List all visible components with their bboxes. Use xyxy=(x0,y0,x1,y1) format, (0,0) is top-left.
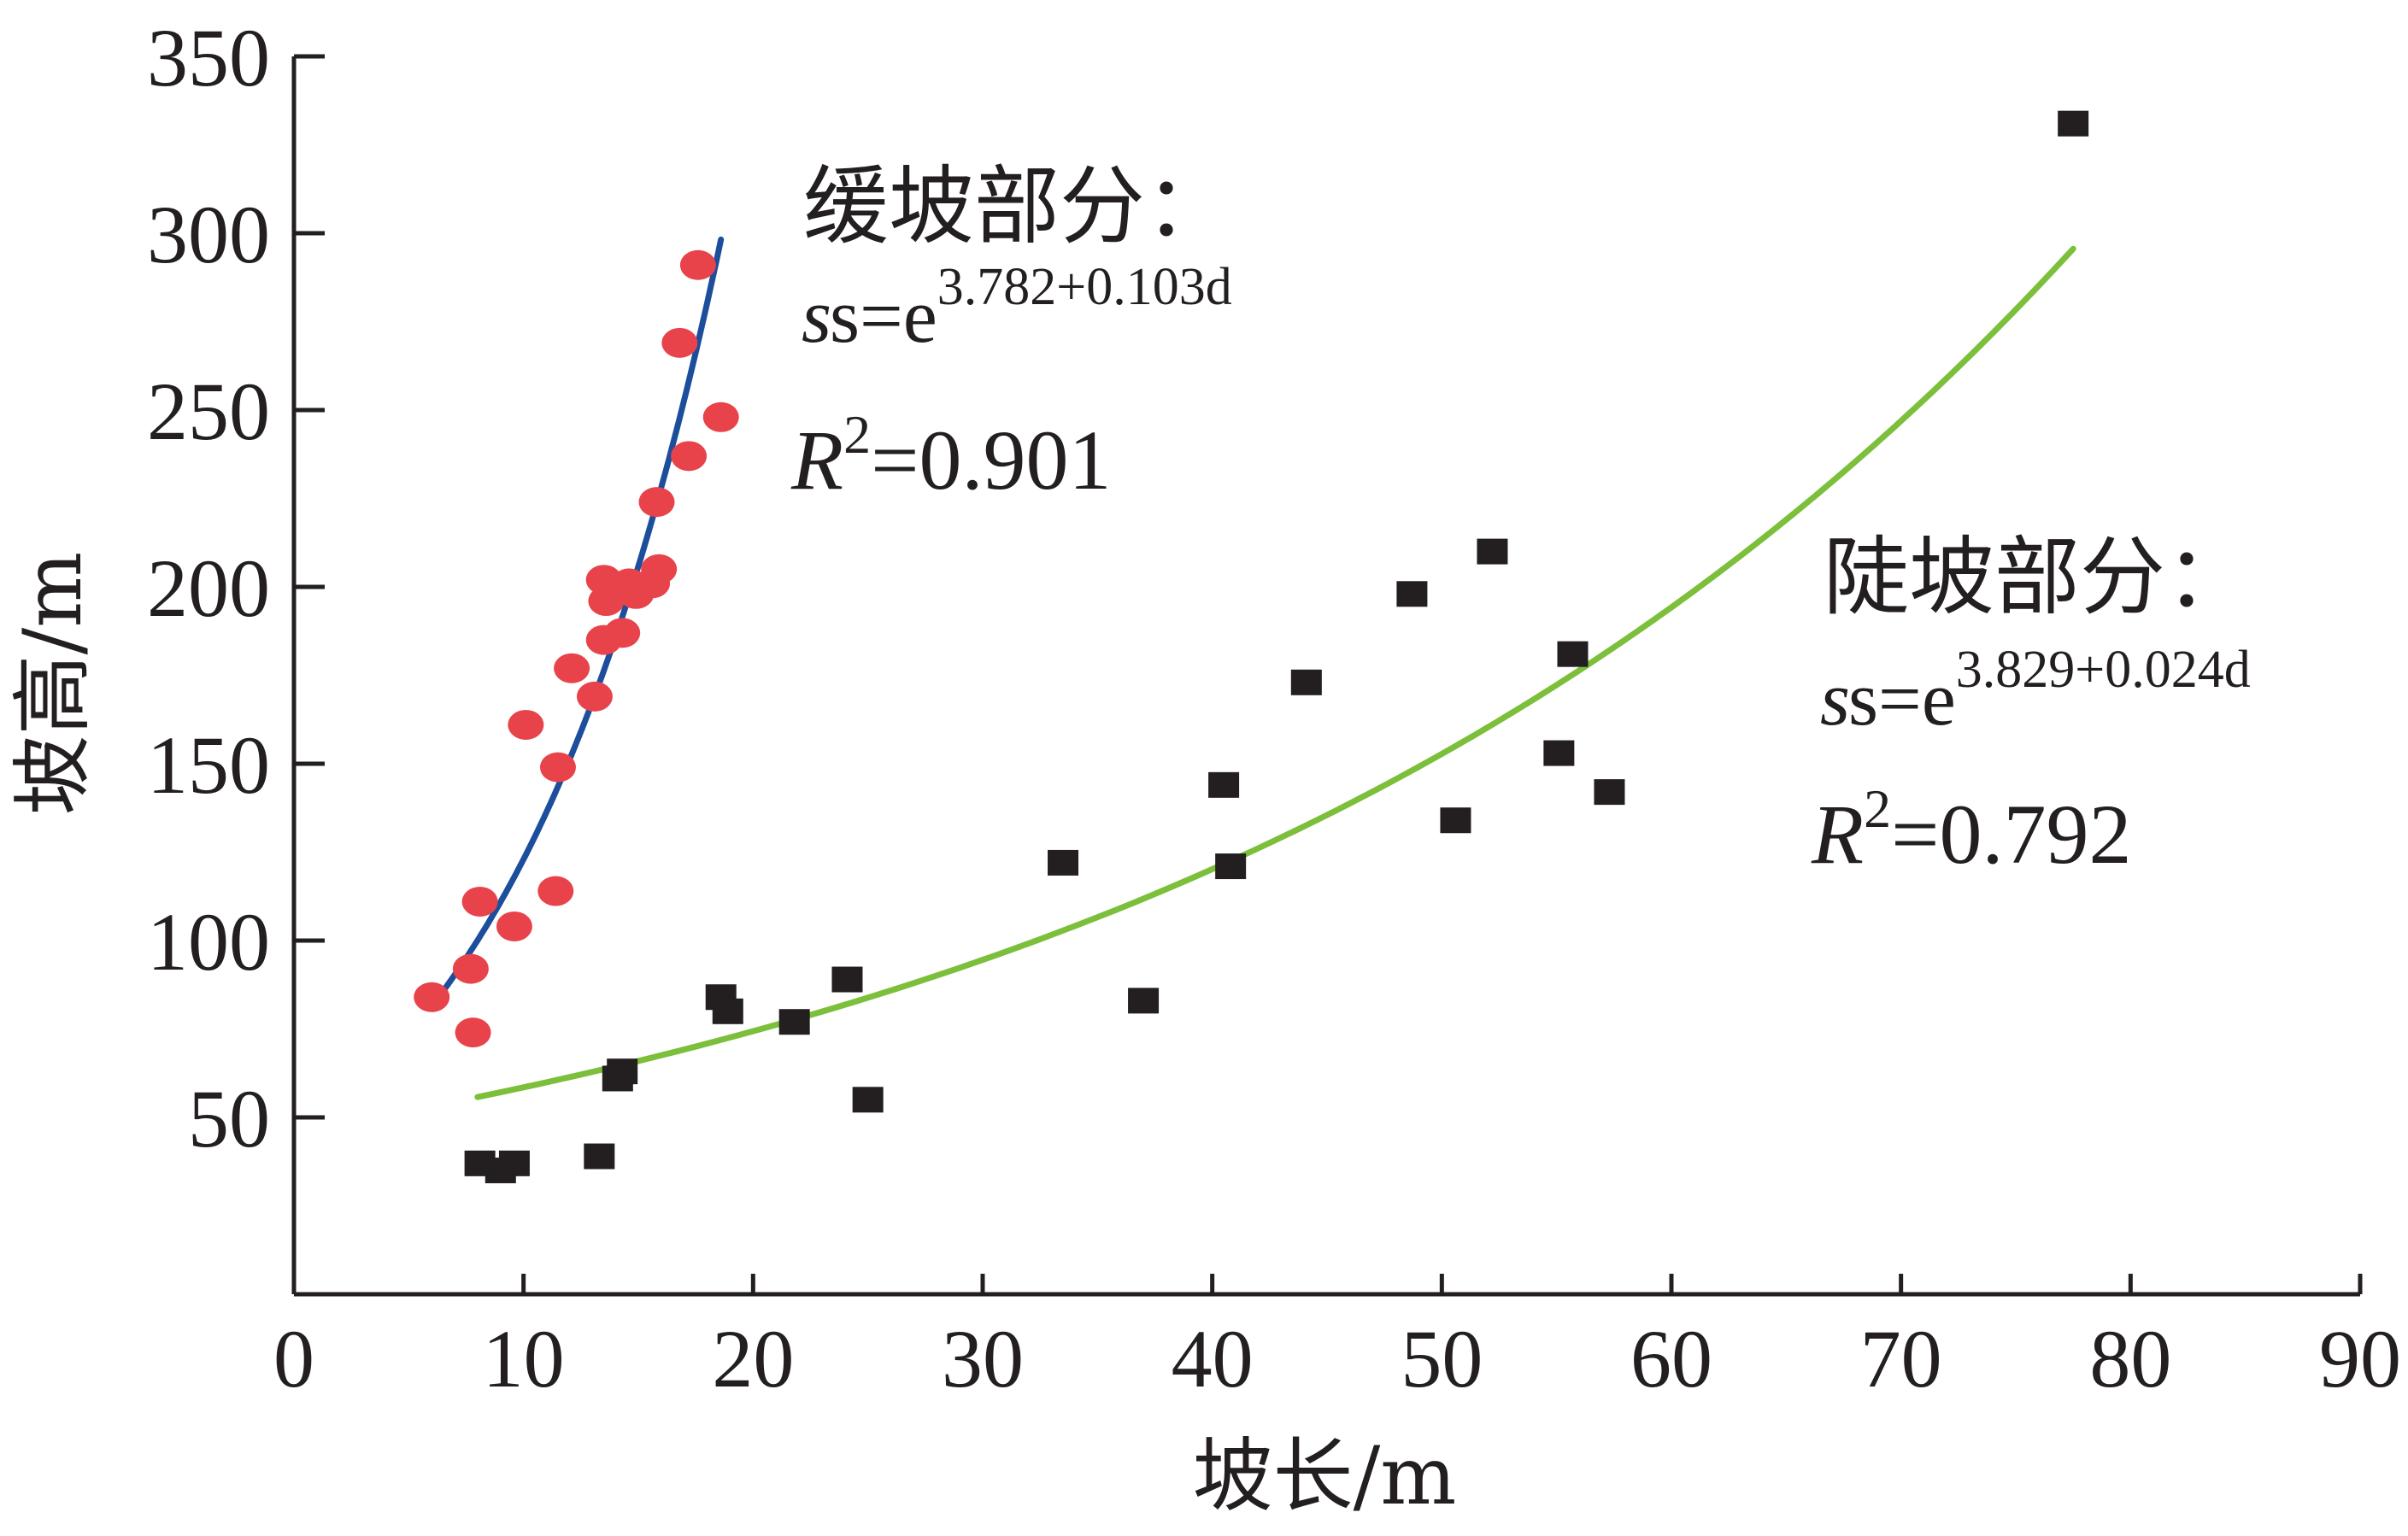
steep-slope-point xyxy=(1128,988,1160,1014)
x-tick-label: 90 xyxy=(2319,1313,2401,1404)
x-axis-title: 坡长/m xyxy=(1193,1430,1457,1523)
steep-slope-r-squared: R2=0.792 xyxy=(1811,778,2132,882)
steep-slope-point xyxy=(584,1143,615,1170)
x-tick-label: 70 xyxy=(1860,1313,1942,1404)
fit-lines xyxy=(440,236,2076,1100)
gentle-slope-point xyxy=(671,441,708,472)
gentle-slope-point xyxy=(539,752,576,783)
x-tick-label: 20 xyxy=(712,1313,794,1404)
y-tick-label: 250 xyxy=(147,366,270,457)
axes: 0 10 20 30 40 50 60 70 80 90 50 100 150 200 250 300 350 xyxy=(147,12,2401,1404)
gentle-slope-point xyxy=(661,327,698,358)
y-tick-label: 300 xyxy=(147,189,270,280)
steep-slope-point xyxy=(1477,538,1508,565)
x-tick-label: 50 xyxy=(1401,1313,1483,1404)
gentle-slope-point xyxy=(452,953,489,984)
gentle-slope-equation: ss=e3.782+0.103d xyxy=(802,258,1232,359)
steep-slope-point xyxy=(2058,110,2089,137)
y-tick-label: 150 xyxy=(147,719,270,811)
steep-slope-point xyxy=(778,1009,810,1035)
y-tick-label: 200 xyxy=(147,542,270,634)
steep-slope-point xyxy=(1290,669,1322,695)
steep-slope-exponent: 3.829+0.024d xyxy=(1956,641,2251,699)
gentle-slope-point xyxy=(641,554,678,584)
gentle-slope-point xyxy=(461,886,498,917)
steep-slope-point xyxy=(1440,807,1471,834)
x-tick-label: 0 xyxy=(273,1313,314,1404)
x-tick-label: 40 xyxy=(1172,1313,1254,1404)
x-tick-label: 80 xyxy=(2089,1313,2171,1404)
steep-slope-fit-curve xyxy=(474,245,2076,1100)
gentle-slope-point xyxy=(508,709,544,740)
steep-slope-point xyxy=(1048,849,1079,876)
steep-slope-point xyxy=(852,1087,884,1113)
gentle-slope-point xyxy=(576,681,613,712)
steep-slope-title: 陡坡部分： xyxy=(1824,527,2251,627)
steep-slope-point xyxy=(712,998,743,1024)
x-tick-label: 30 xyxy=(942,1313,1024,1404)
steep-slope-equation: ss=e3.829+0.024d xyxy=(1820,641,2251,742)
gentle-slope-annotation: 缓坡部分： ss=e3.782+0.103d R2=0.901 xyxy=(790,156,1232,507)
gentle-slope-point xyxy=(702,402,739,432)
y-axis-title: 坡高/m xyxy=(7,552,100,816)
steep-slope-point xyxy=(1396,581,1428,607)
y-tick-label: 50 xyxy=(188,1073,270,1164)
gentle-slope-point xyxy=(604,618,641,648)
gentle-slope-title: 缓坡部分： xyxy=(803,156,1230,256)
steep-slope-point xyxy=(498,1150,530,1176)
data-markers xyxy=(414,110,2089,1184)
gentle-slope-point xyxy=(554,653,590,683)
steep-slope-point xyxy=(831,966,863,993)
steep-slope-point xyxy=(1594,779,1625,806)
steep-slope-annotation: 陡坡部分： ss=e3.829+0.024d R2=0.792 xyxy=(1811,527,2251,882)
gentle-slope-point xyxy=(679,249,716,280)
steep-slope-point xyxy=(1557,641,1589,667)
x-tick-label: 10 xyxy=(483,1313,565,1404)
steep-slope-point xyxy=(1543,740,1575,766)
gentle-slope-point xyxy=(414,982,450,1012)
gentle-slope-point xyxy=(638,487,675,518)
x-tick-label: 60 xyxy=(1630,1313,1712,1404)
steep-slope-point xyxy=(607,1058,638,1085)
gentle-slope-r-squared: R2=0.901 xyxy=(790,404,1112,507)
steep-slope-equation-base: s=e xyxy=(1848,657,1956,742)
gentle-slope-exponent: 3.782+0.103d xyxy=(937,258,1232,316)
gentle-slope-point xyxy=(496,911,532,941)
y-tick-label: 100 xyxy=(147,896,270,988)
steep-slope-point xyxy=(1215,853,1247,880)
gentle-slope-equation-base: s=e xyxy=(830,274,937,359)
gentle-slope-fit-curve xyxy=(440,236,725,994)
gentle-slope-point xyxy=(455,1017,491,1048)
steep-slope-point xyxy=(1208,771,1240,798)
gentle-slope-point xyxy=(537,876,574,906)
y-tick-label: 350 xyxy=(147,12,270,103)
